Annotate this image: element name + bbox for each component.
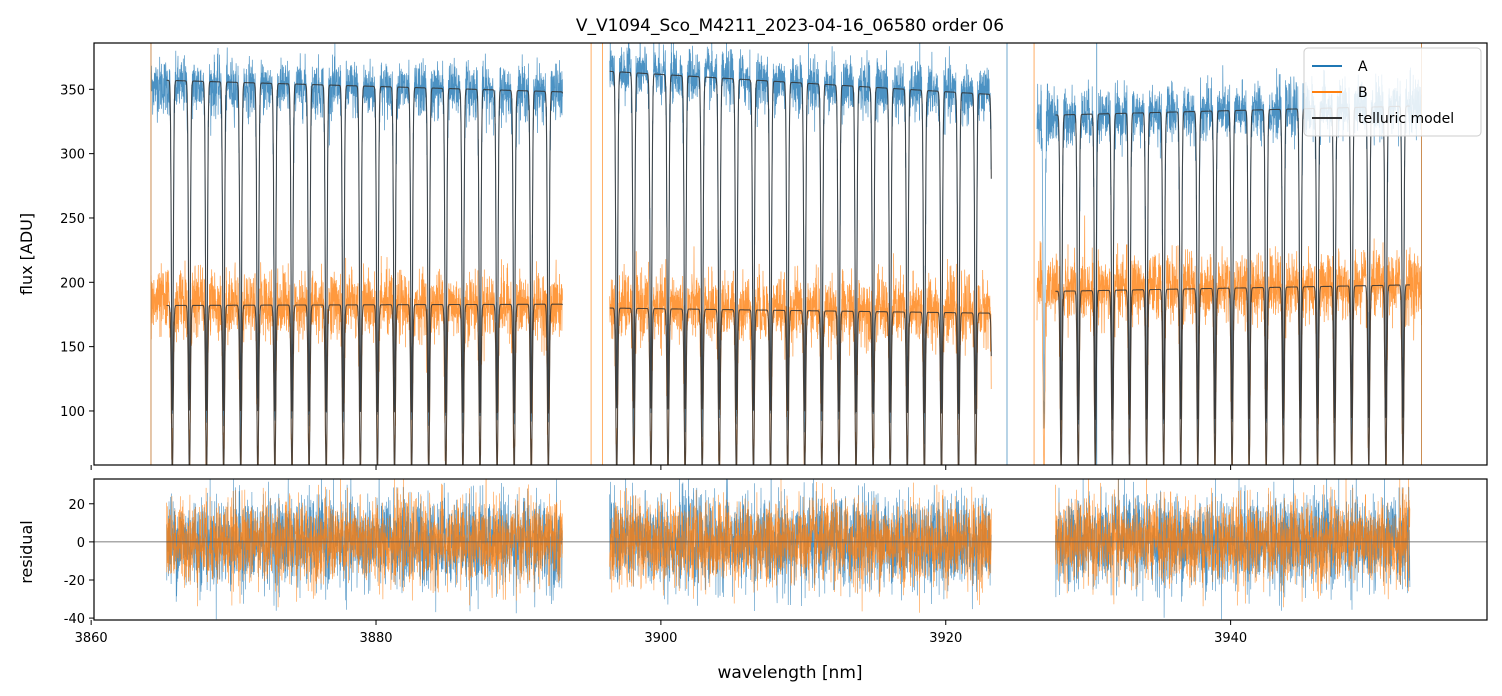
telluric-model-line-b <box>1055 284 1410 465</box>
residual-plot-frame <box>93 478 1488 621</box>
x-axis-label: wavelength [nm] <box>717 663 862 683</box>
telluric-model-line-a <box>1055 105 1411 421</box>
residual-line-b <box>1055 479 1411 608</box>
residual-x-tick-label: 3920 <box>929 631 962 646</box>
series-line-a <box>150 43 563 461</box>
top-y-tick-label: 200 <box>60 276 85 291</box>
telluric-model-line-b <box>166 303 563 465</box>
top-y-tick-label: 350 <box>60 83 85 98</box>
legend-label-telluric-model: telluric model <box>1358 111 1454 127</box>
chart-title: V_V1094_Sco_M4211_2023-04-16_06580 order… <box>576 16 1004 36</box>
legend: A B telluric model <box>1303 47 1482 137</box>
top-x-axis <box>90 465 1232 470</box>
residual-x-axis: 3860 3880 3900 3920 3940 <box>75 620 1247 646</box>
series-line-b <box>1036 215 1422 465</box>
telluric-model-line-b <box>609 307 992 465</box>
legend-label-b: B <box>1358 85 1368 101</box>
top-y-axis-label: flux [ADU] <box>17 213 36 295</box>
residual-y-tick-label: -20 <box>64 574 85 589</box>
top-plot-frame <box>93 42 1488 466</box>
top-y-tick-label: 100 <box>60 405 85 420</box>
residual-line-b <box>166 479 563 608</box>
series-line-b <box>609 246 992 465</box>
residual-x-tick-label: 3940 <box>1214 631 1247 646</box>
residual-y-tick-label: 20 <box>68 498 85 513</box>
residual-x-tick-label: 3900 <box>644 631 677 646</box>
residual-y-axis: -40 -20 0 20 <box>64 498 94 627</box>
series-line-b <box>150 255 563 465</box>
residual-x-tick-label: 3880 <box>359 631 392 646</box>
residual-line-b <box>609 479 992 613</box>
residual-y-tick-label: -40 <box>64 612 85 627</box>
residual-y-axis-label: residual <box>17 520 36 583</box>
legend-box <box>1303 47 1482 137</box>
residual-x-tick-label: 3860 <box>75 631 108 646</box>
telluric-model-line-a <box>609 70 992 415</box>
telluric-model-line-a <box>166 79 564 414</box>
top-y-tick-label: 300 <box>60 148 85 163</box>
top-y-tick-label: 150 <box>60 341 85 356</box>
top-y-axis: 100 150 200 250 300 350 <box>60 83 94 420</box>
legend-label-a: A <box>1358 59 1368 75</box>
residual-y-tick-label: 0 <box>77 536 85 551</box>
top-y-tick-label: 250 <box>60 212 85 227</box>
top-plot: 100 150 200 250 300 350 flux [ADU] A B tellur… <box>17 42 1488 470</box>
series-line-a <box>609 43 992 446</box>
